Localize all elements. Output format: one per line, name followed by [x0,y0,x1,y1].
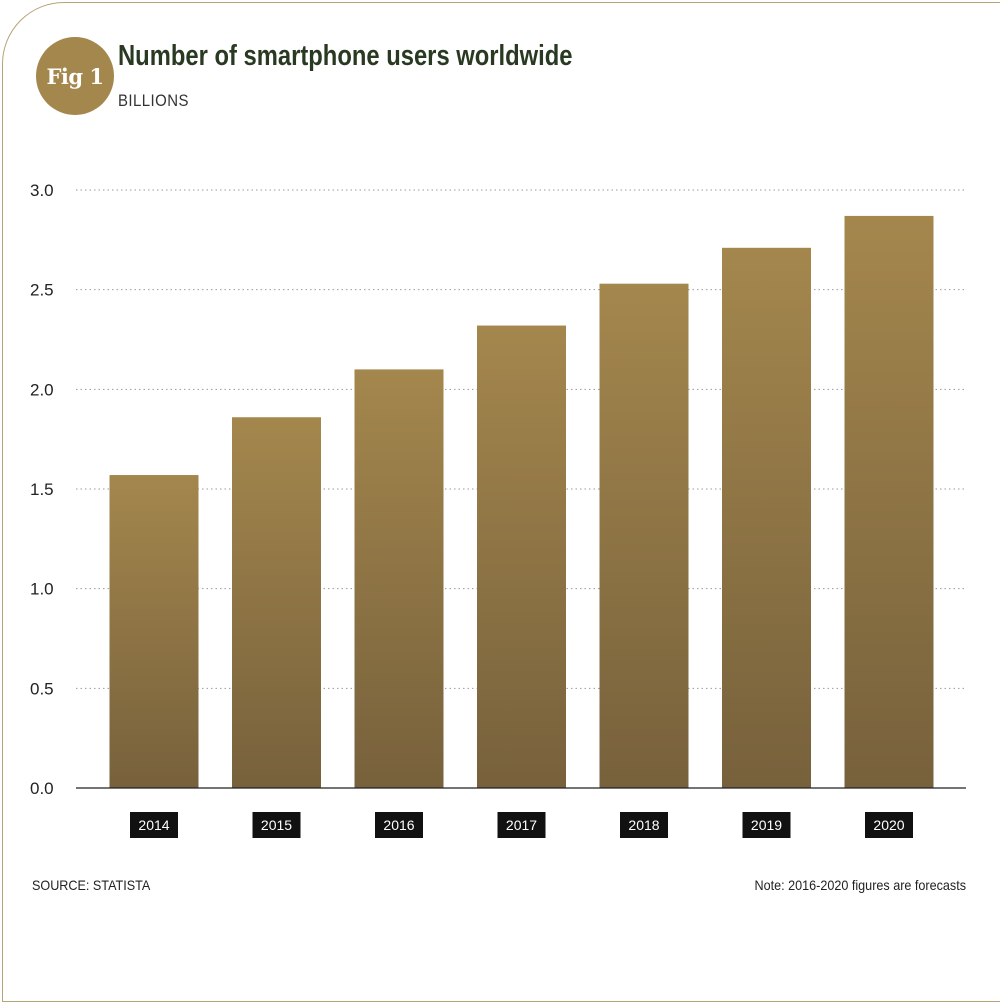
source-note: SOURCE: STATISTA [32,877,151,893]
bar-chart: 0.00.51.01.52.02.53.0 2014 2015 2016 2017 20… [30,181,966,838]
x-tick-label: 2018 [628,817,659,833]
bar-2019 [722,247,811,789]
bar-2017 [477,325,566,788]
x-tick-label: 2014 [138,817,169,833]
y-tick-label: 2.5 [30,281,54,300]
x-label-box [375,812,423,838]
x-axis-labels: 2014 2015 2016 2017 2018 2019 2020 [130,812,913,838]
y-tick-label: 1.0 [30,580,54,599]
bar-2014 [109,475,199,788]
x-label-box [497,812,546,838]
x-label-box [130,812,178,838]
x-tick-label: 2017 [506,817,537,833]
y-tick-label: 0.0 [30,779,54,798]
y-tick-label: 1.5 [30,480,54,499]
y-tick-label: 2.0 [30,380,54,399]
x-label-box [865,812,913,838]
x-tick-label: 2020 [873,817,904,833]
y-axis: 0.0 0.5 1.0 1.5 2.0 2.5 3.0 [30,181,54,798]
bar-2015 [232,417,321,788]
x-label-box [252,812,301,838]
x-label-box [620,812,668,838]
y-tick-label: 3.0 [30,181,54,200]
bar-2018 [599,283,689,788]
x-label-box [742,812,791,838]
bar-2020 [844,215,934,788]
figure-badge: Fig 1 [36,37,114,115]
x-tick-label: 2019 [751,817,782,833]
chart-title: Number of smartphone users worldwide [118,40,573,72]
bar-2016 [354,369,444,788]
chart-subtitle: BILLIONS [118,91,189,110]
x-tick-label: 2015 [261,817,292,833]
y-tick-label: 0.5 [30,679,54,698]
forecast-note: Note: 2016-2020 figures are forecasts [754,877,966,893]
bars [109,215,934,789]
x-tick-label: 2016 [383,817,414,833]
